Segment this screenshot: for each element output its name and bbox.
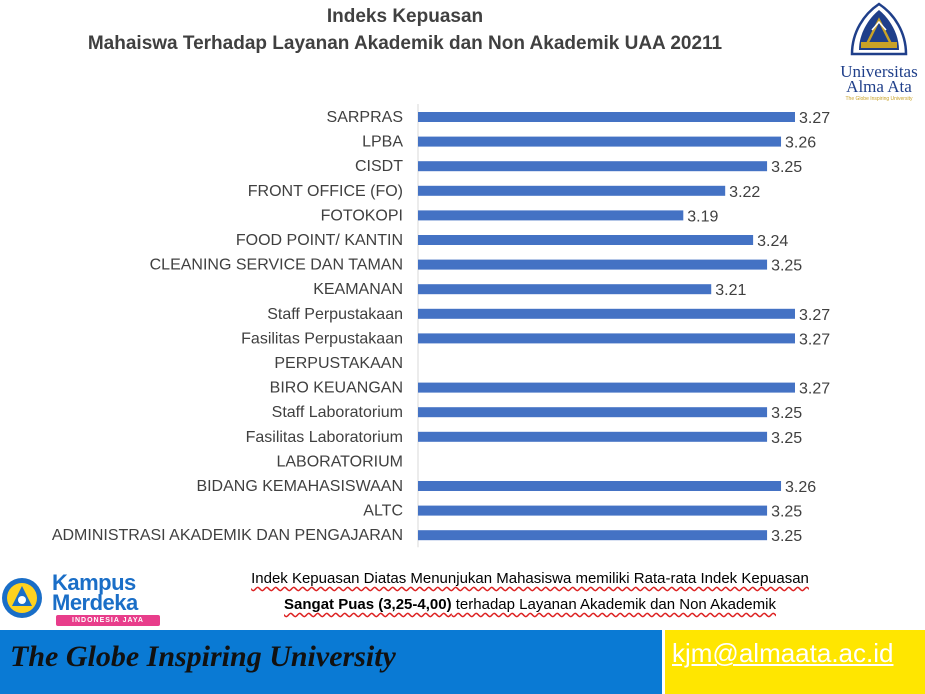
- category-label: CLEANING SERVICE DAN TAMAN: [150, 257, 403, 274]
- data-label: 3.25: [771, 430, 802, 447]
- kampus-merdeka-text-2: Merdeka: [52, 590, 138, 615]
- data-label: 3.24: [757, 233, 788, 250]
- bar: [418, 161, 768, 172]
- bar: [418, 308, 795, 319]
- kampus-merdeka-ribbon: INDONESIA JAYA: [56, 615, 160, 626]
- category-label: Fasilitas Perpustakaan: [241, 330, 403, 347]
- bar: [418, 382, 795, 393]
- category-label: BIRO KEUANGAN: [270, 380, 403, 397]
- data-label: 3.25: [771, 405, 802, 422]
- note-line1-text: Indek Kepuasan Diatas Menunjukan Mahasis…: [251, 570, 809, 587]
- note-line2-rest: terhadap Layanan Akademik dan Non Akadem…: [451, 596, 776, 613]
- data-label: 3.25: [771, 504, 802, 521]
- bar: [418, 235, 754, 245]
- chart-title-line2: Mahaiswa Terhadap Layanan Akademik dan N…: [87, 33, 723, 54]
- bar: [418, 530, 768, 541]
- bar: [418, 112, 795, 122]
- university-crest-icon: [850, 2, 908, 56]
- data-label: 3.25: [771, 528, 802, 545]
- kampus-merdeka-logo: Kampus Merdeka INDONESIA JAYA: [0, 572, 170, 628]
- category-label: CISDT: [355, 158, 403, 175]
- category-label: KEAMANAN: [313, 281, 403, 298]
- bar-chart: SARPRAS 3.27 LPBA 3.26 CISDT 3.25 FRONT OFFICE…: [52, 104, 830, 548]
- data-label: 3.25: [771, 159, 802, 176]
- footer-divider: [662, 630, 665, 694]
- data-label: 3.22: [729, 184, 760, 201]
- data-label: 3.26: [785, 135, 816, 152]
- bar: [418, 284, 712, 295]
- data-label: 3.27: [799, 110, 830, 127]
- data-label: 3.25: [771, 258, 802, 275]
- bar: [418, 259, 768, 270]
- bar: [418, 431, 768, 442]
- bar: [418, 136, 782, 147]
- category-label: Staff Perpustakaan: [267, 306, 403, 323]
- category-label: PERPUSTAKAAN: [274, 355, 403, 372]
- note-line2: Sangat Puas (3,25-4,00) terhadap Layanan…: [170, 596, 890, 613]
- footer-slogan: The Globe Inspiring University: [10, 640, 396, 673]
- university-tagline: The Globe Inspiring University: [845, 96, 913, 102]
- bar: [418, 210, 684, 221]
- footer-slogan-band: The Globe Inspiring University: [0, 630, 662, 694]
- data-label: 3.27: [799, 381, 830, 398]
- note-line2-bold: Sangat Puas (3,25-4,00): [284, 596, 452, 613]
- note-line1: Indek Kepuasan Diatas Menunjukan Mahasis…: [170, 570, 890, 587]
- bar: [418, 481, 782, 491]
- category-label: Fasilitas Laboratorium: [246, 429, 403, 446]
- category-label: FOOD POINT/ KANTIN: [236, 232, 403, 249]
- category-label: FRONT OFFICE (FO): [248, 183, 403, 200]
- data-label: 3.19: [687, 208, 718, 225]
- footer-email-band: kjm@almaata.ac.id: [662, 630, 925, 694]
- kampus-merdeka-text-1: Kampus: [52, 570, 136, 595]
- bar: [418, 505, 768, 516]
- bar: [418, 407, 768, 418]
- bar: [418, 333, 795, 344]
- category-label: ADMINISTRASI AKADEMIK DAN PENGAJARAN: [52, 527, 403, 544]
- category-label: LPBA: [362, 134, 403, 151]
- category-label: BIDANG KEMAHASISWAAN: [196, 478, 403, 495]
- tut-wuri-handayani-icon: [2, 578, 42, 618]
- chart-title-line1: Indeks Kepuasan: [326, 6, 484, 27]
- data-label: 3.26: [785, 479, 816, 496]
- data-label: 3.27: [799, 331, 830, 348]
- email-link[interactable]: kjm@almaata.ac.id: [672, 638, 894, 668]
- category-label: ALTC: [363, 503, 403, 520]
- category-label: SARPRAS: [327, 109, 403, 126]
- university-name-line1: Universitas: [840, 62, 918, 81]
- data-label: 3.21: [715, 282, 746, 299]
- category-label: FOTOKOPI: [321, 207, 403, 224]
- bar: [418, 185, 726, 196]
- data-label: 3.27: [799, 307, 830, 324]
- category-label: LABORATORIUM: [276, 453, 403, 470]
- university-name: Universitas Alma Ata: [834, 62, 924, 96]
- category-label: Staff Laboratorium: [272, 404, 403, 421]
- university-logo: Universitas Alma Ata The Globe Inspiring…: [834, 2, 924, 106]
- university-name-line2: Alma Ata: [846, 77, 912, 96]
